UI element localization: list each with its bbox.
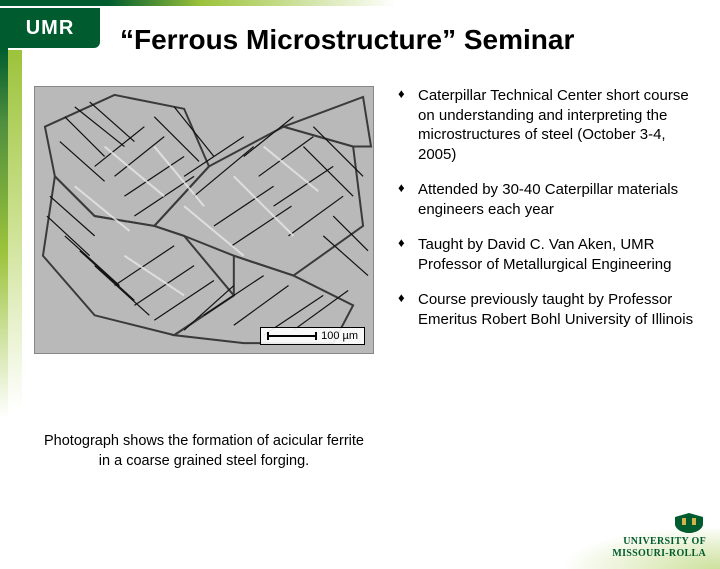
scalebar-line (267, 335, 315, 337)
logo-text: UMR (26, 17, 75, 40)
scalebar-label: 100 µm (321, 330, 358, 342)
list-item: Caterpillar Technical Center short cours… (396, 86, 700, 164)
bullet-list: Caterpillar Technical Center short cours… (396, 86, 700, 329)
list-item: Course previously taught by Professor Em… (396, 290, 700, 329)
top-accent (0, 0, 720, 6)
list-item: Attended by 30-40 Caterpillar materials … (396, 180, 700, 219)
micrograph-image: 100 µm (34, 86, 374, 354)
content-area: 100 µm Photograph shows the formation of… (34, 86, 700, 529)
footer-line1: UNIVERSITY OF (612, 536, 706, 548)
list-item: Taught by David C. Van Aken, UMR Profess… (396, 235, 700, 274)
left-column: 100 µm Photograph shows the formation of… (34, 86, 374, 529)
slide-title: “Ferrous Microstructure” Seminar (120, 24, 700, 56)
image-caption: Photograph shows the formation of acicul… (34, 432, 374, 471)
footer-line2: MISSOURI-ROLLA (612, 548, 706, 560)
side-band-dark (0, 48, 8, 418)
logo-badge: UMR (0, 8, 100, 48)
slide: UMR “Ferrous Microstructure” Seminar (0, 0, 720, 569)
scalebar: 100 µm (260, 327, 365, 345)
micrograph-svg (35, 87, 373, 353)
right-column: Caterpillar Technical Center short cours… (396, 86, 700, 529)
footer-logo: UNIVERSITY OF MISSOURI-ROLLA (612, 512, 706, 559)
footer-logo-shield-icon (672, 512, 706, 534)
